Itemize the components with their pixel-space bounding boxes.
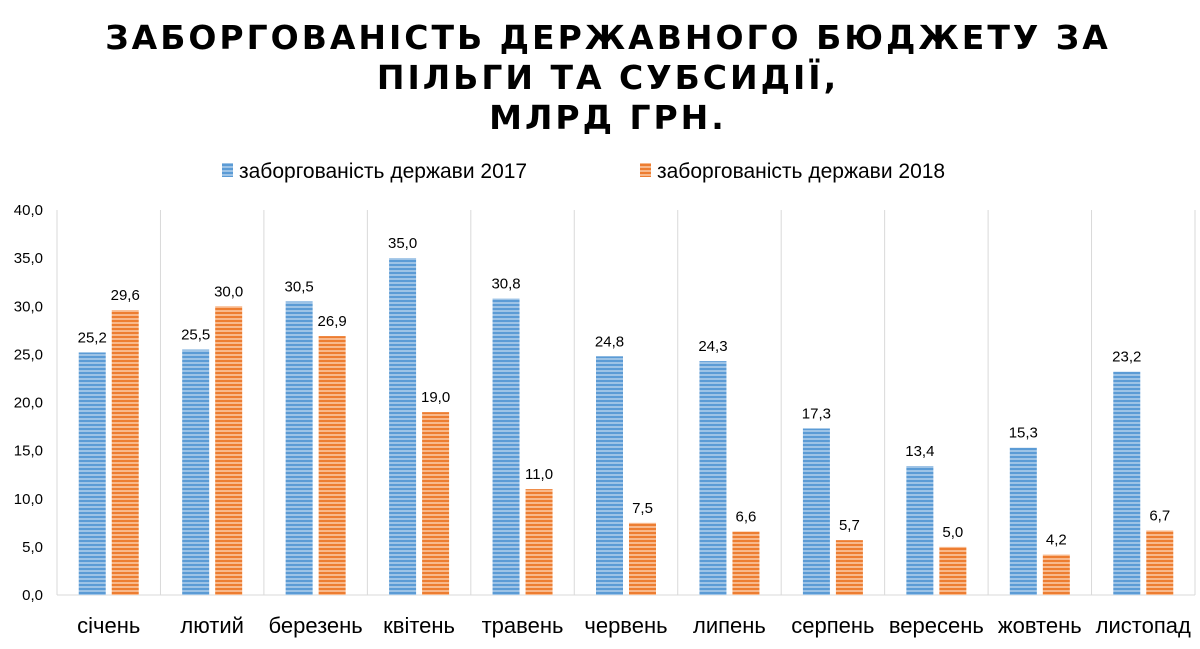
data-label-1-2: 25,5 (181, 327, 210, 344)
x-tick-label: червень (584, 613, 667, 638)
x-tick-label: липень (693, 613, 766, 638)
bar-2-11 (1146, 530, 1174, 595)
bar-1-6 (596, 356, 623, 595)
data-label-1-9: 13,4 (905, 443, 934, 460)
x-tick-label: січень (77, 613, 140, 638)
bar-2-3 (318, 336, 346, 595)
bar-1-7 (699, 361, 727, 595)
data-label-2-2: 30,0 (214, 283, 243, 300)
bar-2-9 (939, 546, 967, 595)
x-tick-label: квітень (383, 613, 455, 638)
bar-1-9 (906, 466, 934, 595)
bar-1-8 (802, 428, 830, 595)
x-tick-label: лютий (180, 613, 244, 638)
legend: заборгованість держави 2017 заборгованіст… (222, 160, 945, 183)
bar-2-1 (111, 310, 139, 595)
bar-1-4 (389, 258, 417, 595)
legend-label-2: заборгованість держави 2018 (657, 160, 945, 183)
data-label-1-8: 17,3 (802, 405, 831, 422)
chart-title: ЗАБОРГОВАНІСТЬ ДЕРЖАВНОГО БЮДЖЕТУ ЗА ПІЛ… (105, 18, 1111, 137)
data-label-1-3: 30,5 (285, 278, 314, 295)
data-label-1-7: 24,3 (698, 338, 727, 355)
y-tick-label: 30,0 (14, 298, 43, 315)
bar-2-10 (1042, 554, 1070, 595)
x-tick-label: травень (482, 613, 564, 638)
y-tick-label: 0,0 (22, 587, 43, 604)
y-tick-label: 10,0 (14, 491, 43, 508)
data-label-2-10: 4,2 (1046, 532, 1067, 549)
bar-1-3 (285, 301, 313, 595)
bar-1-5 (492, 298, 520, 595)
data-label-1-4: 35,0 (388, 235, 417, 252)
y-tick-label: 25,0 (14, 346, 43, 363)
y-tick-label: 20,0 (14, 395, 43, 412)
data-label-2-8: 5,7 (839, 517, 860, 534)
x-tick-label: листопад (1096, 613, 1191, 638)
data-label-1-5: 30,8 (491, 276, 520, 293)
data-label-2-4: 19,0 (421, 389, 450, 406)
data-label-1-6: 24,8 (595, 333, 624, 350)
legend-swatch-1 (222, 163, 233, 177)
data-label-2-3: 26,9 (318, 313, 347, 330)
legend-label-1: заборгованість держави 2017 (239, 160, 527, 183)
x-tick-label: жовтень (998, 613, 1082, 638)
x-tick-label: серпень (791, 613, 874, 638)
data-label-1-10: 15,3 (1009, 425, 1038, 442)
data-label-1-11: 23,2 (1112, 349, 1141, 366)
bar-1-2 (182, 349, 210, 595)
data-label-2-5: 11,0 (525, 466, 553, 483)
bar-2-8 (835, 540, 863, 595)
bar-2-2 (215, 306, 243, 595)
bar-2-7 (732, 531, 760, 595)
data-label-2-7: 6,6 (736, 508, 757, 525)
y-tick-label: 5,0 (22, 539, 43, 556)
bar-2-6 (629, 522, 656, 595)
x-tick-label: березень (269, 613, 363, 638)
x-tick-label: вересень (889, 613, 984, 638)
category-gridlines (56, 210, 1196, 596)
y-tick-label: 15,0 (14, 443, 43, 460)
x-axis: січень лютий березень квітень травень червень… (77, 613, 1191, 638)
bars: 25,2 29,6 25,5 30,0 30,5 26,9 35,0 19,0 30,8 11,0… (78, 235, 1174, 595)
data-label-2-9: 5,0 (942, 524, 963, 541)
bar-1-10 (1009, 447, 1037, 595)
y-axis: 0,0 5,0 10,0 15,0 20,0 25,0 30,0 35,0 40,0 (14, 202, 43, 604)
bar-1-1 (78, 352, 106, 595)
data-label-2-11: 6,7 (1149, 508, 1170, 525)
y-tick-label: 40,0 (14, 202, 43, 219)
data-label-1-1: 25,2 (78, 329, 107, 346)
bar-2-5 (525, 489, 553, 595)
legend-swatch-2 (640, 163, 651, 177)
y-tick-label: 35,0 (14, 250, 43, 267)
data-label-2-6: 7,5 (632, 500, 653, 517)
data-label-2-1: 29,6 (111, 287, 140, 304)
bar-1-11 (1113, 371, 1141, 595)
bar-2-4 (422, 412, 450, 595)
